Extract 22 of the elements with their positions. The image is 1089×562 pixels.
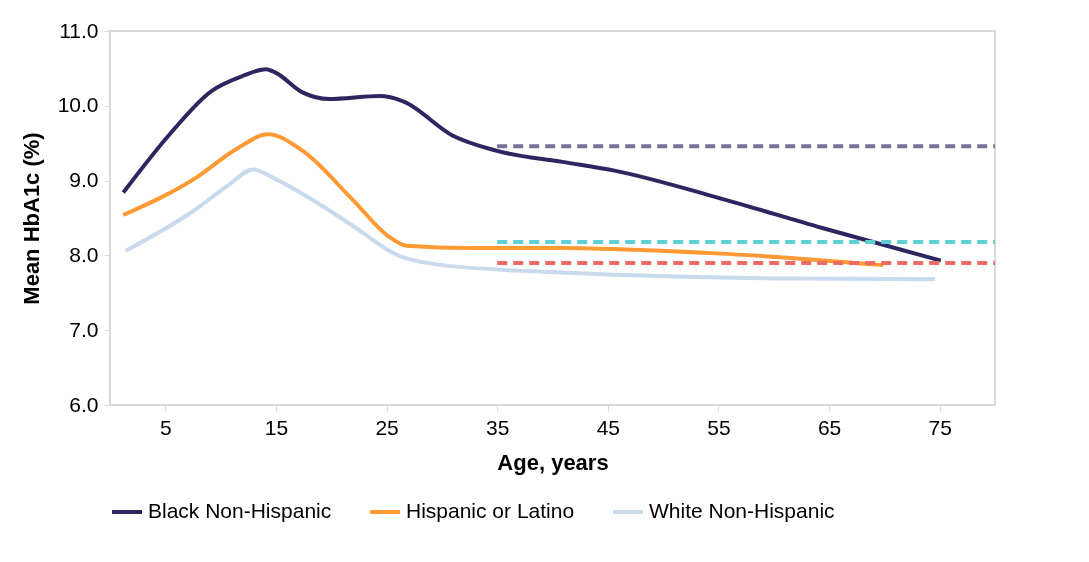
line-series: [121, 67, 943, 263]
x-tick-label: 25: [375, 415, 399, 439]
y-tick-label: 9.0: [69, 168, 99, 192]
y-tick-label: 6.0: [69, 392, 99, 416]
line-series: [121, 132, 886, 268]
legend-label: Black Non-Hispanic: [148, 499, 332, 522]
x-tick-label: 5: [159, 415, 172, 439]
x-tick-label: 45: [596, 415, 620, 439]
y-tick-label: 7.0: [69, 317, 99, 341]
y-tick-label: 8.0: [69, 242, 99, 266]
legend-label: Hispanic or Latino: [406, 499, 575, 522]
legend-label: White Non-Hispanic: [649, 499, 835, 522]
x-tick-label: 55: [707, 415, 731, 439]
x-tick-label: 35: [486, 415, 510, 439]
y-tick-label: 10.0: [57, 93, 99, 117]
y-tick-label: 11.0: [59, 18, 99, 42]
x-axis-title: Age, years: [497, 449, 609, 475]
y-axis-title: Mean HbA1c (%): [18, 132, 44, 305]
x-tick-label: 75: [928, 415, 952, 439]
line-series: [123, 167, 938, 282]
x-tick-label: 15: [264, 415, 289, 439]
x-tick-label: 65: [817, 415, 842, 439]
